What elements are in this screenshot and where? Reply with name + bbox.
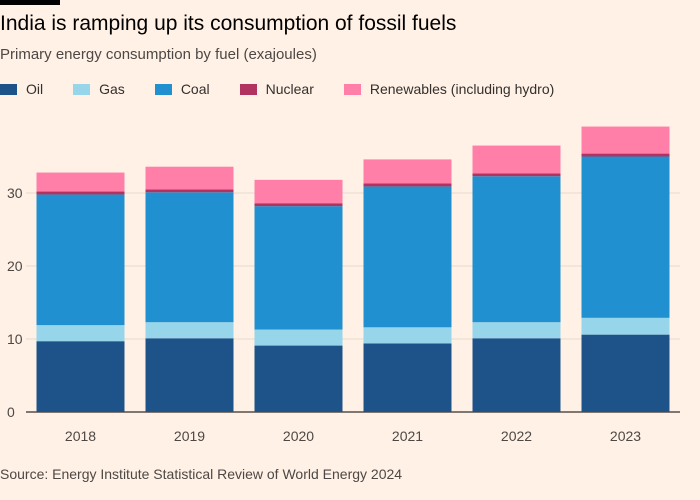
x-tick-label: 2023 — [610, 428, 641, 444]
x-tick-label: 2022 — [501, 428, 532, 444]
bar-segment-coal-2018 — [36, 194, 125, 326]
legend-item-gas: Gas — [73, 81, 125, 97]
bar-segment-gas-2018 — [36, 325, 125, 342]
y-tick-label: 10 — [7, 331, 23, 347]
legend-item-renewables: Renewables (including hydro) — [343, 81, 555, 97]
x-tick-label: 2019 — [174, 428, 205, 444]
source-note: Source: Energy Institute Statistical Rev… — [0, 466, 403, 482]
bar-segment-nuclear-2023 — [581, 153, 670, 157]
legend-item-nuclear: Nuclear — [239, 81, 314, 97]
bar-segment-nuclear-2019 — [145, 189, 234, 193]
legend-swatch-oil — [0, 83, 17, 95]
bar-segment-coal-2021 — [363, 186, 452, 328]
bar-segment-gas-2020 — [254, 329, 343, 346]
bar-segment-gas-2022 — [472, 322, 561, 339]
brand-bar — [0, 0, 60, 5]
legend-label-oil: Oil — [26, 81, 44, 97]
x-tick-label: 2021 — [392, 428, 423, 444]
bar-segment-gas-2019 — [145, 322, 234, 339]
legend-item-coal: Coal — [154, 81, 210, 97]
legend-label-nuclear: Nuclear — [265, 81, 314, 97]
legend-swatch-coal — [154, 83, 172, 95]
bar-segment-renewables-2018 — [36, 172, 125, 192]
chart-title: India is ramping up its consumption of f… — [0, 12, 457, 35]
x-tick-label: 2018 — [65, 428, 96, 444]
y-tick-label: 0 — [7, 404, 15, 420]
legend: Oil Gas Coal Nuclear Renewables (includi… — [0, 79, 584, 99]
bar-segment-coal-2023 — [581, 156, 670, 318]
chart-subtitle: Primary energy consumption by fuel (exaj… — [0, 46, 317, 63]
bar-segment-gas-2023 — [581, 317, 670, 335]
bar-segment-nuclear-2021 — [363, 183, 452, 187]
bar-segment-renewables-2021 — [363, 159, 452, 184]
legend-label-coal: Coal — [180, 81, 210, 97]
bar-segment-renewables-2023 — [581, 126, 670, 154]
bar-segment-oil-2022 — [472, 338, 561, 412]
legend-label-renewables: Renewables (including hydro) — [369, 81, 555, 97]
bar-segment-gas-2021 — [363, 327, 452, 344]
y-tick-label: 20 — [7, 258, 23, 274]
y-tick-label: 30 — [7, 185, 23, 201]
bar-segment-coal-2020 — [254, 206, 343, 330]
legend-swatch-gas — [73, 83, 91, 95]
bar-segment-renewables-2019 — [145, 166, 234, 190]
bar-segment-nuclear-2020 — [254, 203, 343, 207]
bar-segment-oil-2020 — [254, 345, 343, 412]
bar-segment-coal-2019 — [145, 192, 234, 323]
legend-item-oil: Oil — [0, 81, 43, 97]
bar-segment-oil-2019 — [145, 338, 234, 412]
legend-swatch-nuclear — [239, 83, 257, 95]
legend-label-gas: Gas — [99, 81, 125, 97]
bar-segment-nuclear-2018 — [36, 191, 125, 195]
bar-segment-nuclear-2022 — [472, 173, 561, 177]
x-tick-label: 2020 — [283, 428, 314, 444]
bar-segment-renewables-2022 — [472, 145, 561, 174]
legend-swatch-renewables — [343, 83, 361, 95]
bar-segment-renewables-2020 — [254, 179, 343, 204]
bar-segment-oil-2018 — [36, 341, 125, 412]
bar-segment-oil-2021 — [363, 343, 452, 412]
bar-segment-coal-2022 — [472, 176, 561, 323]
bar-segment-oil-2023 — [581, 334, 670, 412]
stacked-bar-chart: 0 10 20 30 2018 2019 2020 2021 2022 2023 — [7, 126, 680, 444]
